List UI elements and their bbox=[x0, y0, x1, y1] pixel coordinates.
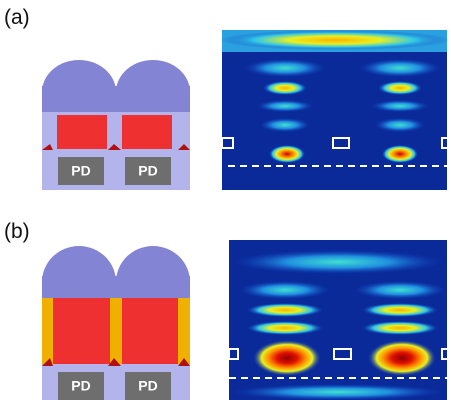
photodiode-label: PD bbox=[71, 163, 90, 179]
field-map bbox=[220, 30, 451, 190]
pixel-schematic: PD PD bbox=[42, 246, 190, 400]
figure: (a) PD PD (b) bbox=[0, 0, 451, 400]
panel-label: (b) bbox=[4, 220, 30, 243]
pixel-schematic: PD PD bbox=[42, 60, 190, 190]
photodiode-label: PD bbox=[138, 163, 157, 179]
photodiode-label: PD bbox=[138, 378, 157, 394]
panel-label: (a) bbox=[4, 6, 30, 29]
field-map bbox=[229, 240, 451, 400]
photodiode-label: PD bbox=[71, 378, 90, 394]
